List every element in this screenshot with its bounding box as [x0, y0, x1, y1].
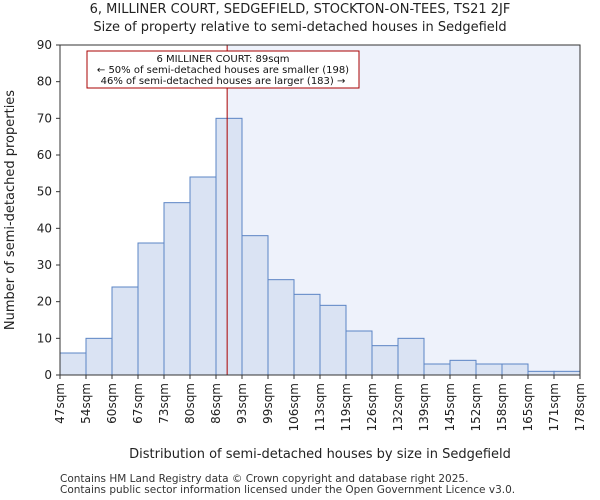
y-tick-label: 60	[37, 148, 52, 162]
footer-line-2: Contains public sector information licen…	[60, 484, 516, 496]
x-tick-label: 139sqm	[417, 383, 431, 431]
y-axis-label: Number of semi-detached properties	[3, 90, 18, 330]
x-tick-label: 99sqm	[261, 383, 275, 424]
bar-119sqm	[345, 330, 373, 376]
x-tick-label: 113sqm	[313, 383, 327, 431]
bar-165sqm	[527, 370, 555, 376]
bar-73sqm	[163, 202, 191, 376]
x-tick-label: 86sqm	[209, 383, 223, 424]
bar-99sqm	[267, 279, 295, 376]
x-tick-label: 106sqm	[287, 383, 301, 431]
annotation-line-1: 6 MILLINER COURT: 89sqm	[156, 54, 289, 65]
x-tick-label: 93sqm	[235, 383, 249, 424]
x-tick-label: 126sqm	[365, 383, 379, 431]
x-tick-labels: 47sqm 54sqm 60sqm 67sqm 73sqm 80sqm 86sqm 93sqm…	[53, 375, 587, 431]
y-tick-label: 0	[44, 368, 52, 382]
annotation-box: 6 MILLINER COURT: 89sqm ← 50% of semi-de…	[86, 50, 360, 89]
x-tick-label: 145sqm	[443, 383, 457, 431]
annotation-border	[86, 50, 360, 89]
x-tick-label: 158sqm	[495, 383, 509, 431]
y-tick-label: 70	[37, 111, 52, 125]
x-tick-label: 171sqm	[547, 383, 561, 431]
x-tick-label: 47sqm	[53, 383, 67, 424]
bar-171sqm	[553, 370, 581, 376]
bar-106sqm	[293, 293, 321, 376]
y-tick-label: 80	[37, 75, 52, 89]
chart-subtitle: Size of property relative to semi-detach…	[93, 20, 507, 35]
bar-47sqm	[59, 352, 87, 376]
x-tick-label: 73sqm	[157, 383, 171, 424]
y-tick-label: 40	[37, 221, 52, 235]
x-tick-label: 80sqm	[183, 383, 197, 424]
bar-126sqm	[371, 345, 399, 376]
bar-113sqm	[319, 304, 347, 376]
bar-93sqm	[241, 235, 269, 376]
y-tick-label: 30	[37, 258, 52, 272]
footer-line-1: Contains HM Land Registry data © Crown c…	[60, 473, 469, 485]
x-tick-label: 178sqm	[573, 383, 587, 431]
bar-67sqm	[137, 242, 165, 376]
chart-title: 6, MILLINER COURT, SEDGEFIELD, STOCKTON-…	[89, 2, 511, 17]
bar-86sqm	[215, 117, 243, 376]
bar-54sqm	[85, 337, 113, 376]
bar-60sqm	[111, 286, 139, 376]
bar-80sqm	[189, 176, 217, 376]
y-tick-label: 50	[37, 185, 52, 199]
annotation-line-2: ← 50% of semi-detached houses are smalle…	[97, 65, 349, 76]
bars-group	[59, 117, 581, 376]
x-tick-label: 60sqm	[105, 383, 119, 424]
bar-158sqm	[501, 363, 529, 376]
x-tick-label: 152sqm	[469, 383, 483, 431]
x-tick-label: 67sqm	[131, 383, 145, 424]
x-axis-label: Distribution of semi-detached houses by …	[129, 447, 511, 462]
bar-145sqm	[449, 359, 477, 376]
annotation-line-3: 46% of semi-detached houses are larger (…	[101, 76, 346, 87]
y-tick-label: 20	[37, 295, 52, 309]
y-tick-label: 90	[37, 38, 52, 52]
bar-152sqm	[475, 363, 503, 376]
x-tick-label: 165sqm	[521, 383, 535, 431]
bar-139sqm	[423, 363, 451, 376]
bar-132sqm	[397, 337, 425, 376]
y-tick-labels: 0 10 20 30 40 50 60 70 80 90	[37, 38, 60, 382]
histogram-chart: 0 10 20 30 40 50 60 70 80 90 47sqm 54sqm 60sqm 67sqm…	[3, 38, 587, 462]
x-tick-label: 54sqm	[79, 383, 93, 424]
x-tick-label: 119sqm	[339, 383, 353, 431]
x-tick-label: 132sqm	[391, 383, 405, 431]
y-tick-label: 10	[37, 331, 52, 345]
